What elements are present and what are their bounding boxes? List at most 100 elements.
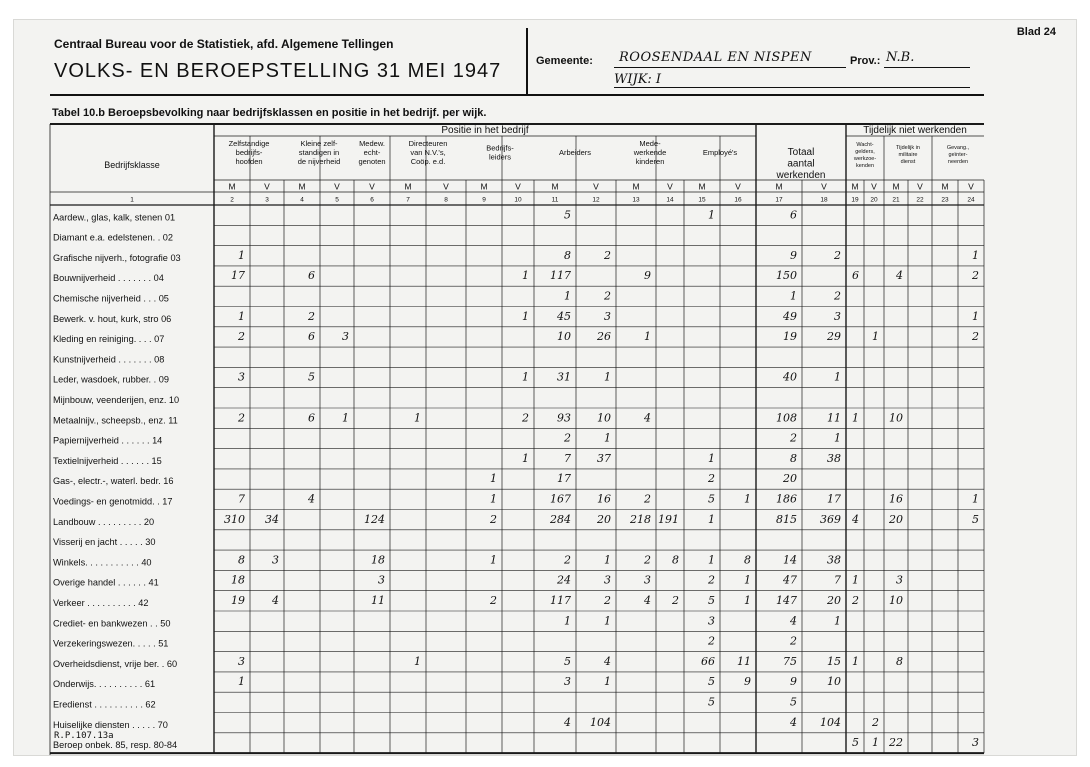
table-cell: 1: [238, 310, 245, 323]
table-cell: 2: [707, 472, 715, 485]
table-cell: 1: [872, 736, 879, 749]
table-cell: 4: [603, 655, 611, 668]
gemeente-value: ROOSENDAAL EN NISPEN: [619, 50, 812, 65]
table-cell: 104: [820, 716, 841, 729]
form-code: R.P.107.13a: [54, 731, 114, 741]
position-group-header: werkende: [633, 148, 667, 157]
column-number: 10: [514, 197, 522, 204]
sheet-number: Blad 24: [1016, 26, 1056, 38]
column-number: 14: [666, 197, 674, 204]
table-cell: 66: [701, 655, 715, 668]
table-cell: 124: [364, 513, 385, 526]
table-cell: 3: [272, 553, 279, 566]
row-label: Aardew., glas, kalk, stenen 01: [53, 212, 175, 222]
position-group-header: echt-: [364, 148, 381, 157]
table-cell: 2: [789, 635, 797, 648]
table-cell: 1: [604, 614, 611, 627]
table-cell: 2: [833, 290, 841, 303]
table-cell: 186: [776, 493, 797, 506]
table-cell: 16: [889, 493, 903, 506]
table-cell: 6: [308, 330, 315, 343]
table-cell: 6: [790, 208, 797, 221]
table-cell: 5: [708, 696, 715, 709]
sex-label: V: [821, 182, 827, 192]
table-cell: 2: [603, 594, 611, 607]
table-cell: 4: [851, 513, 859, 526]
table-cell: 40: [782, 371, 797, 384]
positie-header: Positie in het bedrijf: [441, 125, 528, 136]
table-cell: 1: [852, 655, 859, 668]
table-cell: 20: [596, 513, 611, 526]
header-rule: [50, 94, 984, 96]
table-cell: 2: [707, 635, 715, 648]
tijdelijk-group-header: militaire: [899, 152, 918, 158]
table-cell: 3: [972, 736, 979, 749]
row-label: Diamant e.a. edelstenen. . 02: [53, 233, 173, 243]
table-cell: 9: [644, 269, 651, 282]
table-cell: 10: [827, 675, 841, 688]
table-cell: 1: [972, 310, 979, 323]
table-cell: 10: [557, 330, 571, 343]
table-cell: 2: [971, 269, 979, 282]
table-cell: 167: [550, 493, 571, 506]
table-cell: 3: [564, 675, 571, 688]
table-cell: 4: [643, 594, 651, 607]
sex-label: V: [593, 182, 599, 192]
column-number: 17: [775, 197, 783, 204]
table-cell: 5: [790, 696, 797, 709]
column-number: 18: [820, 197, 828, 204]
position-group-header: leiders: [489, 153, 511, 162]
position-group-header: Directeuren: [409, 139, 448, 148]
row-label: Metaalnijv., scheepsb., enz. 11: [53, 415, 178, 425]
column-number: 20: [870, 197, 878, 204]
tijdelijk-group-header: Wacht-: [856, 142, 873, 148]
row-label: Voedings- en genotmidd. . 17: [53, 497, 173, 507]
tijdelijk-group-header: dienst: [901, 159, 916, 165]
row-label: Huiselijke diensten . . . . . 70: [53, 720, 168, 730]
table-cell: 5: [852, 736, 859, 749]
tijdelijk-group-header: geïnter-: [949, 152, 968, 158]
gemeente-underline: [614, 67, 846, 68]
table-cell: 147: [776, 594, 797, 607]
table-cell: 5: [308, 371, 315, 384]
table-cell: 37: [597, 452, 611, 465]
table-cell: 1: [972, 493, 979, 506]
table-cell: 11: [737, 655, 751, 668]
sex-label: V: [667, 182, 673, 192]
table-cell: 47: [782, 574, 797, 587]
table-cell: 1: [708, 208, 715, 221]
column-number: 9: [482, 197, 486, 204]
table-cell: 3: [378, 574, 385, 587]
table-cell: 1: [852, 411, 859, 424]
row-label: Eredienst . . . . . . . . . . 62: [53, 700, 156, 710]
table-cell: 20: [826, 594, 841, 607]
column-number: 13: [632, 197, 640, 204]
table-cell: 10: [889, 411, 903, 424]
table-cell: 1: [872, 330, 879, 343]
position-group-header: van N.V.'s,: [410, 148, 445, 157]
table-cell: 1: [414, 411, 421, 424]
row-label: Kleding en reiniging. . . . 07: [53, 334, 164, 344]
row-label: Bouwnijverheid . . . . . . . 04: [53, 273, 164, 283]
column-number: 7: [406, 197, 410, 204]
wijk-value: WIJK: I: [614, 72, 662, 87]
bedrijfsklasse-header: Bedrijfsklasse: [104, 160, 160, 170]
table-cell: 7: [238, 493, 245, 506]
row-label: Overheidsdienst, vrije ber. . 60: [53, 659, 177, 669]
column-number: 11: [552, 197, 559, 204]
table-cell: 150: [776, 269, 797, 282]
row-label: Verkeer . . . . . . . . . . 42: [53, 598, 149, 608]
table-cell: 8: [672, 553, 679, 566]
table-cell: 3: [238, 371, 245, 384]
tijdelijk-group-header: kenden: [856, 163, 874, 169]
column-number: 23: [941, 197, 949, 204]
prov-underline: [884, 67, 970, 68]
table-cell: 22: [888, 736, 903, 749]
column-number: 21: [892, 197, 900, 204]
table-cell: 2: [643, 553, 651, 566]
table-cell: 26: [596, 330, 611, 343]
table-cell: 369: [820, 513, 841, 526]
table-cell: 1: [604, 553, 611, 566]
sex-label: V: [917, 182, 923, 192]
table-cell: 2: [707, 574, 715, 587]
